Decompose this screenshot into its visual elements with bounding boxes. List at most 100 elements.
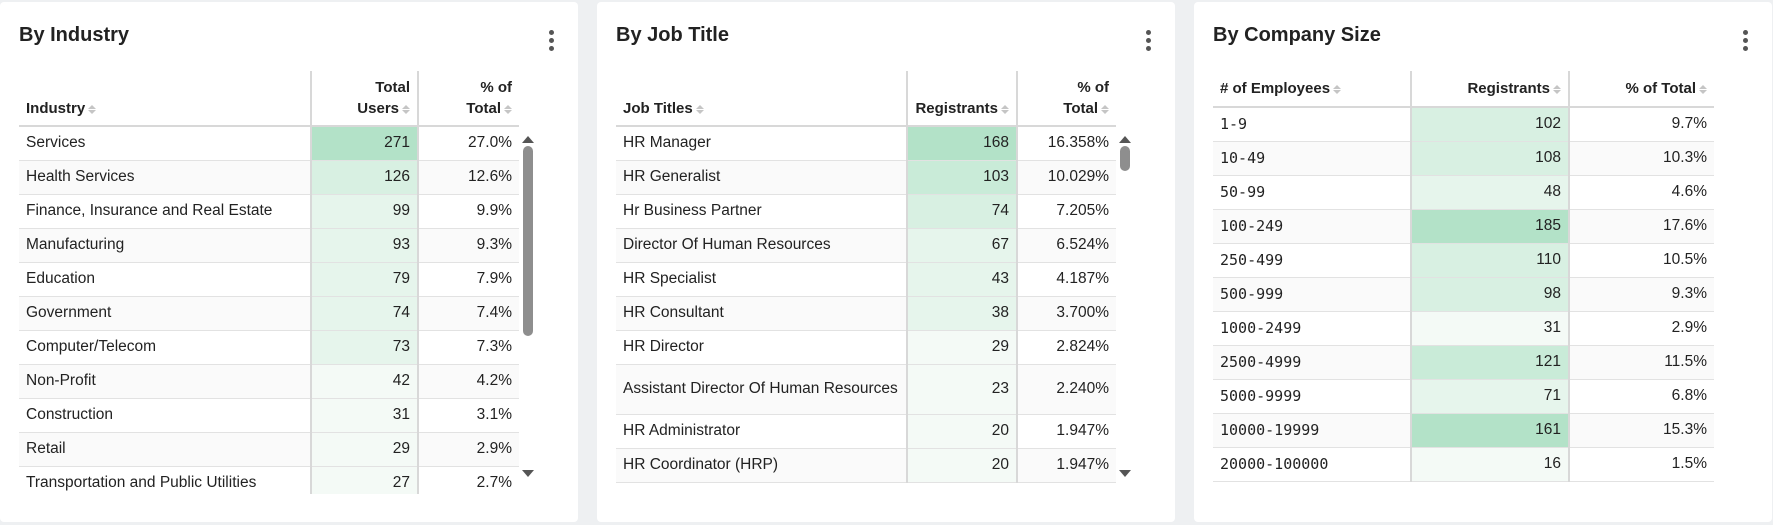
industry-column-header[interactable]: Industry (19, 71, 311, 127)
table-row[interactable]: 1-9 102 9.7% (1213, 107, 1714, 142)
row-count-cell: 29 (906, 330, 1017, 365)
table-row[interactable]: 10-49 108 10.3% (1213, 141, 1714, 176)
row-name-cell: Hr Business Partner (616, 194, 907, 229)
sort-icon[interactable] (88, 104, 97, 114)
employees-column-header[interactable]: # of Employees (1213, 71, 1411, 108)
row-name-cell: Assistant Director Of Human Resources (616, 364, 907, 415)
pct-total-column-header[interactable]: % of Total (1568, 71, 1714, 108)
sort-icon[interactable] (1101, 104, 1109, 114)
row-pct-cell: 7.205% (1016, 194, 1116, 229)
company-size-table: # of Employees Registrants % of Total 1-… (1213, 71, 1714, 482)
sort-icon[interactable] (1699, 84, 1707, 94)
sort-icon[interactable] (1001, 104, 1009, 114)
row-count-cell: 73 (310, 330, 418, 365)
row-name-cell: 100-249 (1213, 209, 1411, 244)
table-row[interactable]: Finance, Insurance and Real Estate 99 9.9% (19, 194, 519, 229)
row-pct-cell: 17.6% (1568, 209, 1714, 244)
table-row[interactable]: 100-249 185 17.6% (1213, 209, 1714, 244)
table-row[interactable]: 5000-9999 71 6.8% (1213, 379, 1714, 414)
pct-total-column-header[interactable]: % of Total (1016, 71, 1116, 127)
row-count-cell: 99 (310, 194, 418, 229)
row-count-cell: 31 (310, 398, 418, 433)
table-row[interactable]: HR Specialist 43 4.187% (616, 262, 1116, 297)
table-row[interactable]: Construction 31 3.1% (19, 398, 519, 433)
table-row[interactable]: 2500-4999 121 11.5% (1213, 345, 1714, 380)
row-name-cell: 20000-100000 (1213, 447, 1411, 482)
row-name-cell: 10-49 (1213, 141, 1411, 176)
row-pct-cell: 9.9% (417, 194, 519, 229)
table-row[interactable]: HR Manager 168 16.358% (616, 126, 1116, 161)
row-pct-cell: 2.240% (1016, 364, 1116, 415)
row-pct-cell: 2.9% (417, 432, 519, 467)
table-row[interactable]: Health Services 126 12.6% (19, 160, 519, 195)
table-row[interactable]: Government 74 7.4% (19, 296, 519, 331)
industry-menu-icon[interactable] (546, 30, 556, 54)
industry-table: Industry Total Users % of Total Services 27… (19, 71, 519, 494)
row-count-cell: 93 (310, 228, 418, 263)
row-pct-cell: 9.3% (1568, 277, 1714, 312)
row-name-cell: Government (19, 296, 311, 331)
row-count-cell: 20 (906, 448, 1017, 483)
table-row[interactable]: HR Administrator 20 1.947% (616, 414, 1116, 449)
scroll-down-arrow-icon[interactable] (522, 470, 534, 477)
row-count-cell: 110 (1410, 243, 1569, 278)
total-users-column-header[interactable]: Total Users (310, 71, 418, 127)
row-pct-cell: 10.5% (1568, 243, 1714, 278)
table-row[interactable]: HR Consultant 38 3.700% (616, 296, 1116, 331)
row-pct-cell: 9.7% (1568, 107, 1714, 142)
table-row[interactable]: Transportation and Public Utilities 27 2.7… (19, 466, 519, 494)
registrants-column-label: Registrants (915, 100, 998, 117)
row-name-cell: Education (19, 262, 311, 297)
table-row[interactable]: Education 79 7.9% (19, 262, 519, 297)
table-row[interactable]: 20000-100000 16 1.5% (1213, 447, 1714, 482)
job-title-scrollbar[interactable] (1119, 136, 1131, 492)
table-row[interactable]: HR Director 29 2.824% (616, 330, 1116, 365)
table-row[interactable]: Non-Profit 42 4.2% (19, 364, 519, 399)
pct-total-label-line2: Total (466, 100, 501, 117)
row-name-cell: HR Administrator (616, 414, 907, 449)
sort-icon[interactable] (1553, 84, 1561, 94)
job-title-table-container: Job Titles Registrants % of Total HR Mana… (616, 71, 1116, 494)
table-row[interactable]: 50-99 48 4.6% (1213, 175, 1714, 210)
industry-scroll-thumb[interactable] (523, 146, 533, 336)
row-pct-cell: 6.524% (1016, 228, 1116, 263)
scroll-up-arrow-icon[interactable] (522, 136, 534, 143)
sort-icon[interactable] (402, 104, 410, 114)
registrants-column-header[interactable]: Registrants (906, 71, 1017, 127)
sort-icon[interactable] (695, 104, 704, 114)
job-titles-column-header[interactable]: Job Titles (616, 71, 907, 127)
scroll-down-arrow-icon[interactable] (1119, 470, 1131, 477)
pct-total-column-label: % of Total (1625, 80, 1696, 97)
pct-total-column-header[interactable]: % of Total (417, 71, 519, 127)
job-titles-column-label: Job Titles (623, 100, 693, 117)
row-name-cell: Transportation and Public Utilities (19, 466, 311, 494)
job-title-menu-icon[interactable] (1143, 30, 1153, 54)
table-row[interactable]: Hr Business Partner 74 7.205% (616, 194, 1116, 229)
table-row[interactable]: Computer/Telecom 73 7.3% (19, 330, 519, 365)
table-row[interactable]: Retail 29 2.9% (19, 432, 519, 467)
row-name-cell: Construction (19, 398, 311, 433)
company-size-menu-icon[interactable] (1740, 30, 1750, 54)
sort-icon[interactable] (1333, 84, 1342, 94)
industry-scrollbar[interactable] (522, 136, 534, 492)
table-row[interactable]: HR Coordinator (HRP) 20 1.947% (616, 448, 1116, 483)
table-row[interactable]: Assistant Director Of Human Resources 23 2… (616, 364, 1116, 415)
row-count-cell: 16 (1410, 447, 1569, 482)
row-name-cell: 1000-2499 (1213, 311, 1411, 346)
row-count-cell: 121 (1410, 345, 1569, 380)
row-pct-cell: 4.6% (1568, 175, 1714, 210)
table-row[interactable]: 500-999 98 9.3% (1213, 277, 1714, 312)
table-row[interactable]: Director Of Human Resources 67 6.524% (616, 228, 1116, 263)
table-row[interactable]: 1000-2499 31 2.9% (1213, 311, 1714, 346)
sort-icon[interactable] (504, 104, 512, 114)
table-row[interactable]: Services 271 27.0% (19, 126, 519, 161)
row-count-cell: 103 (906, 160, 1017, 195)
table-row[interactable]: Manufacturing 93 9.3% (19, 228, 519, 263)
table-row[interactable]: 250-499 110 10.5% (1213, 243, 1714, 278)
table-row[interactable]: 10000-19999 161 15.3% (1213, 413, 1714, 448)
scroll-up-arrow-icon[interactable] (1119, 136, 1131, 143)
job-title-scroll-thumb[interactable] (1120, 146, 1130, 171)
row-pct-cell: 16.358% (1016, 126, 1116, 161)
registrants-column-header[interactable]: Registrants (1410, 71, 1569, 108)
table-row[interactable]: HR Generalist 103 10.029% (616, 160, 1116, 195)
